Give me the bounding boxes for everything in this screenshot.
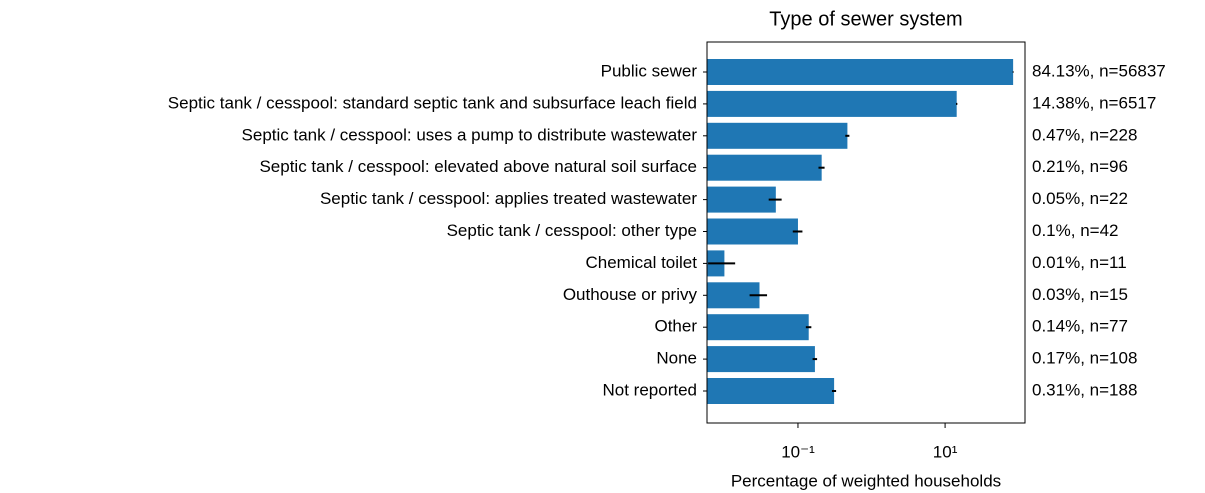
- y-tick-label: Not reported: [603, 380, 698, 399]
- y-tick-label: Septic tank / cesspool: applies treated …: [320, 189, 697, 208]
- value-label: 84.13%, n=56837: [1032, 61, 1166, 80]
- y-tick-label: Septic tank / cesspool: elevated above n…: [259, 157, 697, 176]
- y-tick-label: Chemical toilet: [586, 253, 698, 272]
- y-tick-label: None: [656, 349, 697, 368]
- x-axis-label: Percentage of weighted households: [731, 471, 1001, 490]
- y-tick-label: Outhouse or privy: [563, 285, 698, 304]
- value-label: 0.21%, n=96: [1032, 157, 1128, 176]
- bar: [707, 59, 1014, 85]
- bar: [707, 154, 822, 181]
- bar: [707, 346, 815, 373]
- value-label: 0.1%, n=42: [1032, 221, 1119, 240]
- value-label: 14.38%, n=6517: [1032, 93, 1156, 112]
- y-tick-label: Septic tank / cesspool: other type: [447, 221, 697, 240]
- y-tick-label: Septic tank / cesspool: uses a pump to d…: [242, 125, 698, 144]
- chart-title: Type of sewer system: [769, 8, 962, 30]
- y-tick-label: Other: [654, 317, 697, 336]
- value-label: 0.01%, n=11: [1032, 253, 1127, 272]
- value-label: 0.17%, n=108: [1032, 349, 1137, 368]
- bar: [707, 218, 798, 245]
- value-label: 0.05%, n=22: [1032, 189, 1128, 208]
- value-label: 0.14%, n=77: [1032, 317, 1128, 336]
- bar: [707, 378, 835, 404]
- x-tick-label: 10⁻¹: [781, 442, 815, 461]
- bar: [707, 90, 957, 117]
- y-tick-label: Public sewer: [601, 61, 698, 80]
- x-tick-label: 10¹: [933, 442, 958, 461]
- value-label: 0.47%, n=228: [1032, 125, 1137, 144]
- value-label: 0.03%, n=15: [1032, 285, 1128, 304]
- value-label: 0.31%, n=188: [1032, 380, 1137, 399]
- bar: [707, 186, 776, 213]
- bar: [707, 314, 809, 341]
- plot-frame: [706, 41, 1026, 424]
- bar: [707, 122, 848, 149]
- y-tick-label: Septic tank / cesspool: standard septic …: [168, 93, 697, 112]
